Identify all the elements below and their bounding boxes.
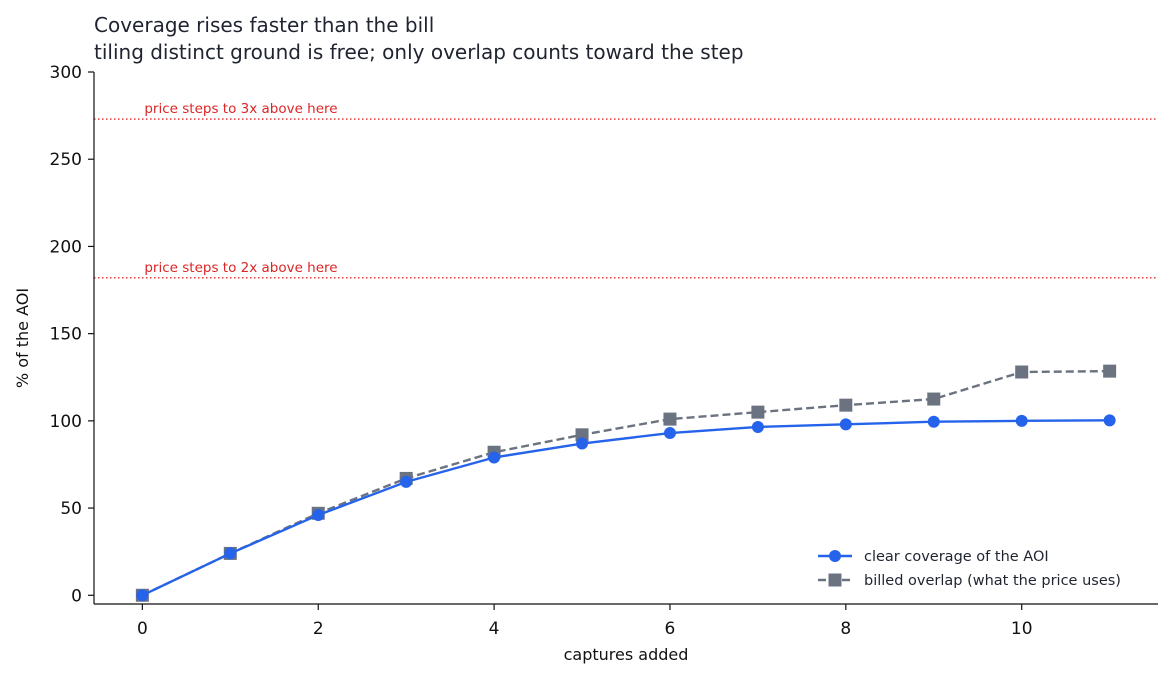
y-tick-label: 150 xyxy=(50,325,82,345)
legend-marker-1 xyxy=(828,573,842,587)
data-point xyxy=(488,451,501,464)
reference-label-0: price steps to 2x above here xyxy=(144,260,337,276)
data-point xyxy=(927,415,940,428)
data-point xyxy=(224,547,237,560)
chart-subtitle: tiling distinct ground is free; only ove… xyxy=(94,40,744,64)
y-axis-label: % of the AOI xyxy=(13,288,32,388)
series-1 xyxy=(135,364,1117,602)
data-point xyxy=(839,418,852,431)
legend: clear coverage of the AOI billed overlap … xyxy=(818,549,1121,589)
reference-lines: price steps to 2x above here price steps … xyxy=(94,101,1158,279)
data-point xyxy=(751,420,764,433)
data-point xyxy=(663,412,677,426)
y-tick-label: 300 xyxy=(50,63,82,83)
data-point xyxy=(1015,365,1029,379)
y-tick-label: 0 xyxy=(71,586,82,606)
data-point xyxy=(751,405,765,419)
series-0 xyxy=(136,414,1116,602)
data-point xyxy=(136,589,149,602)
legend-label-0: clear coverage of the AOI xyxy=(864,549,1049,565)
y-tick-label: 250 xyxy=(50,150,82,170)
series-line-0 xyxy=(141,419,1110,597)
chart-title: Coverage rises faster than the bill xyxy=(94,13,434,37)
data-point xyxy=(576,437,589,450)
data-point xyxy=(312,509,325,522)
x-tick-label: 6 xyxy=(665,619,676,639)
y-tick-label: 200 xyxy=(50,237,82,257)
legend-marker-0 xyxy=(829,550,841,562)
x-tick-label: 0 xyxy=(137,619,148,639)
x-tick-label: 8 xyxy=(840,619,851,639)
y-tick-label: 100 xyxy=(50,412,82,432)
y-tick-label: 50 xyxy=(60,499,82,519)
axes: 0 50 100 150 200 250 300 0 2 4 6 8 10 xyxy=(50,63,1158,639)
x-tick-label: 4 xyxy=(489,619,500,639)
x-axis-label: captures added xyxy=(564,645,689,664)
reference-label-1: price steps to 3x above here xyxy=(144,101,337,117)
x-tick-label: 2 xyxy=(313,619,324,639)
data-point xyxy=(663,427,676,440)
data-point xyxy=(1103,364,1117,378)
data-point xyxy=(575,428,589,442)
legend-label-1: billed overlap (what the price uses) xyxy=(864,573,1121,589)
data-point xyxy=(1103,414,1116,427)
data-point xyxy=(400,475,413,488)
data-point xyxy=(1015,414,1028,427)
x-tick-label: 10 xyxy=(1011,619,1033,639)
data-point xyxy=(839,398,853,412)
data-point xyxy=(927,392,941,406)
plot-area xyxy=(135,364,1117,602)
